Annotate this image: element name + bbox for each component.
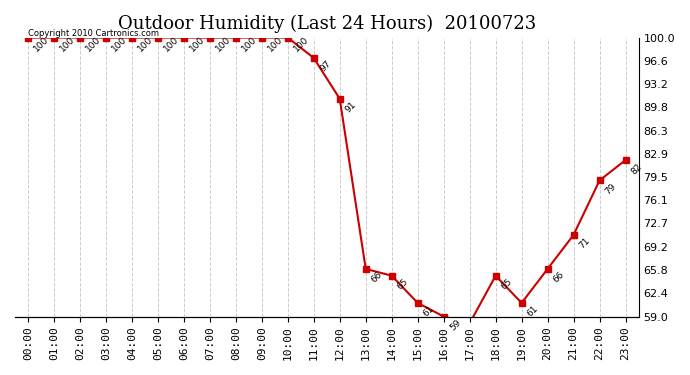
- Text: 100: 100: [266, 35, 284, 54]
- Text: 65: 65: [500, 277, 514, 292]
- Title: Outdoor Humidity (Last 24 Hours)  20100723: Outdoor Humidity (Last 24 Hours) 2010072…: [117, 15, 536, 33]
- Text: 61: 61: [526, 304, 540, 319]
- Text: 100: 100: [240, 35, 259, 54]
- Text: 66: 66: [370, 270, 384, 285]
- Text: Copyright 2010 Cartronics.com: Copyright 2010 Cartronics.com: [28, 28, 159, 38]
- Text: 100: 100: [162, 35, 181, 54]
- Text: 100: 100: [214, 35, 233, 54]
- Text: 59: 59: [448, 318, 462, 332]
- Text: 58: 58: [0, 374, 1, 375]
- Text: 100: 100: [136, 35, 155, 54]
- Text: 79: 79: [604, 182, 618, 196]
- Text: 82: 82: [630, 162, 644, 176]
- Text: 65: 65: [396, 277, 411, 292]
- Text: 100: 100: [292, 35, 310, 54]
- Text: 100: 100: [110, 35, 128, 54]
- Text: 100: 100: [84, 35, 103, 54]
- Text: 97: 97: [318, 59, 333, 74]
- Text: 61: 61: [422, 304, 436, 319]
- Text: 71: 71: [578, 236, 592, 251]
- Text: 66: 66: [552, 270, 566, 285]
- Text: 100: 100: [58, 35, 77, 54]
- Text: 91: 91: [344, 100, 358, 115]
- Text: 100: 100: [188, 35, 206, 54]
- Text: 100: 100: [32, 35, 51, 54]
